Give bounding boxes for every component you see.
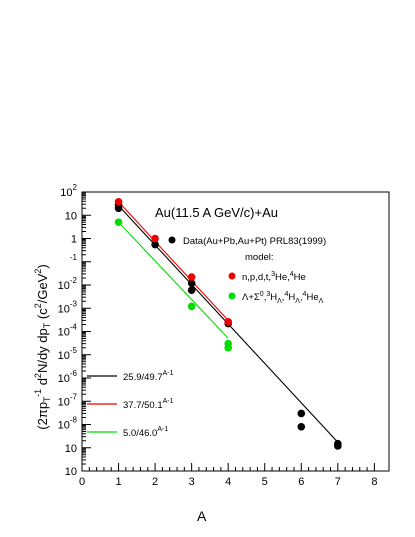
y-tick-label: 102 <box>60 183 77 199</box>
legend-marker-model-2 <box>228 292 236 300</box>
legend-marker-data <box>168 236 176 244</box>
data-point <box>114 197 123 206</box>
data-point <box>114 218 123 227</box>
legend-model-label: model: <box>245 252 274 263</box>
data-point <box>224 318 232 326</box>
data-points <box>114 197 342 450</box>
legend-data-label: Data(Au+Pb,Au+Pt) PRL83(1999) <box>183 236 326 247</box>
fit-legend: 25.9/49.7A-1 37.7/50.1A-1 5.0/46.0A-1 <box>87 370 174 439</box>
x-tick-label: 5 <box>262 476 268 488</box>
x-tick-label: 3 <box>189 476 195 488</box>
data-point <box>297 409 306 418</box>
x-tick-label: 1 <box>115 476 121 488</box>
y-tick-label: 10-6 <box>58 369 78 385</box>
y-tick-label: 10 <box>65 210 77 222</box>
x-tick-label: 8 <box>371 476 377 488</box>
x-tick-label: 0 <box>79 476 85 488</box>
y-tick-labels: 102 10 1 -1 10-2 10-3 10-4 10-5 10-6 10-7 10-8 10 10 <box>58 183 78 478</box>
svg-text:(2πpT-1 d2N/dy dpT (c2/GeV2): (2πpT-1 d2N/dy dpT (c2/GeV2) <box>33 264 52 429</box>
data-point <box>187 279 196 287</box>
chart-title: Au(11.5 A GeV/c)+Au <box>155 205 278 220</box>
x-tick-label: 2 <box>152 476 158 488</box>
fit-line <box>118 201 229 321</box>
x-tick-label: 7 <box>335 476 341 488</box>
fit-legend-label: 37.7/50.1A-1 <box>123 398 174 411</box>
data-point <box>224 343 232 352</box>
x-tick-label: 4 <box>225 476 231 488</box>
legend-model-2-label: Λ+Σ0,3HΛ,4HΛ,4HeΛ <box>242 291 324 305</box>
y-tick-label: 10 <box>65 443 77 455</box>
data-point <box>334 442 342 450</box>
y-tick-label: 1 <box>71 234 77 246</box>
y-tick-label: 10-8 <box>58 416 78 432</box>
y-tick-label: -1 <box>70 253 78 262</box>
legend-marker-model-1 <box>228 272 236 280</box>
y-tick-label: 10-2 <box>58 276 78 292</box>
y-tick-label: 10-5 <box>58 346 78 362</box>
data-point <box>151 234 159 243</box>
y-tick-label: 10-7 <box>58 392 78 408</box>
legend-model-1-label: n,p,d,t,3He,4He <box>242 271 306 283</box>
x-tick-label: 6 <box>298 476 304 488</box>
x-axis-label: A <box>197 508 207 524</box>
y-tick-label: 10-3 <box>58 299 78 315</box>
y-tick-label: 10-4 <box>58 323 78 339</box>
fit-legend-label: 25.9/49.7A-1 <box>123 370 174 383</box>
data-point <box>187 286 196 294</box>
fit-line <box>118 221 229 339</box>
data-point <box>187 302 196 311</box>
data-point <box>187 273 196 281</box>
data-point <box>297 422 306 431</box>
data-point <box>151 240 159 249</box>
y-tick-label: 10 <box>65 466 77 478</box>
x-tick-labels: 0 1 2 3 4 5 6 7 8 <box>79 476 378 488</box>
fit-legend-label: 5.0/46.0A-1 <box>123 426 168 439</box>
y-axis-label: (2πpT-1 d2N/dy dpT (c2/GeV2) <box>33 264 52 429</box>
axis-ticks <box>81 191 375 472</box>
